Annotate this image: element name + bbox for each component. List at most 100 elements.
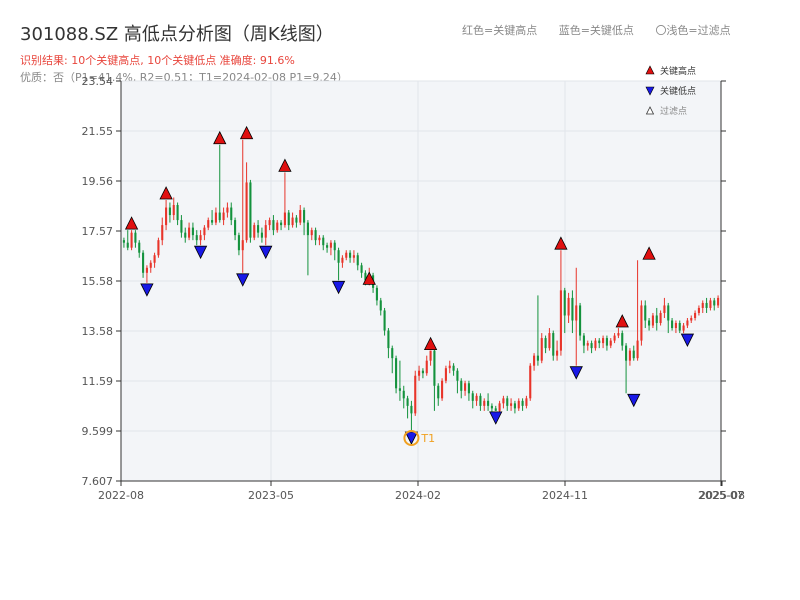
key-high-marker [213, 130, 227, 145]
candle-body [318, 237, 321, 241]
candle-body [582, 335, 585, 346]
candle-body [326, 245, 329, 248]
candle-body [529, 365, 532, 399]
candle-body [203, 227, 206, 236]
candle-body [575, 305, 578, 321]
candle-body [122, 240, 125, 243]
candle-body [214, 212, 217, 223]
candle-body [337, 250, 340, 263]
x-tick-label: 2022-08 [98, 489, 144, 502]
candle-body [602, 338, 605, 344]
candle-body [287, 212, 290, 226]
candle-body [207, 220, 210, 228]
key-high-marker [362, 271, 376, 285]
y-tick-label: 21.55 [82, 125, 114, 138]
candle-body [437, 385, 440, 399]
candle-body [126, 242, 129, 248]
candle-body [360, 265, 363, 273]
candle-body [490, 405, 493, 409]
candle-body [686, 320, 689, 326]
candle-body [429, 350, 432, 361]
candle-body [387, 330, 390, 349]
candle-body [717, 297, 720, 306]
candle-body [356, 255, 359, 266]
candle-body [341, 257, 344, 263]
candle-body [329, 242, 332, 248]
candle-body [218, 212, 221, 221]
pivot-markers: T1 [124, 125, 695, 446]
candle-body [483, 400, 486, 406]
candle-body [644, 305, 647, 321]
candle-body [571, 297, 574, 321]
y-tick-label: 17.57 [82, 225, 114, 238]
y-tick-label: 13.58 [82, 325, 114, 338]
candle-body [191, 227, 194, 236]
candle-body [452, 365, 455, 371]
x-tick-label: 2024-02 [395, 489, 441, 502]
candle-body [456, 370, 459, 381]
candle-body [579, 305, 582, 336]
candle-body [172, 205, 175, 216]
key-low-marker [627, 393, 641, 408]
candle-body [249, 182, 252, 238]
candle-body [701, 302, 704, 308]
candle-body [475, 395, 478, 401]
key-high-marker [423, 336, 438, 351]
candle-body [441, 380, 444, 399]
candle-body [176, 205, 179, 221]
candle-body [590, 343, 593, 349]
candle-body [211, 220, 214, 223]
y-tick-label: 15.58 [82, 275, 114, 288]
key-low-marker [569, 366, 583, 380]
candle-body [682, 325, 685, 331]
candle-body [536, 355, 539, 361]
candle-body [280, 222, 283, 226]
legend-red-label: 红色=关键高点 [462, 24, 538, 37]
candle-body [690, 317, 693, 321]
key-low-marker [236, 273, 250, 287]
key-low-marker [489, 411, 503, 425]
candle-body [234, 220, 237, 236]
candle-body [379, 300, 382, 311]
candle-body [142, 252, 145, 273]
x-tick-label: 2025-08 [699, 489, 745, 502]
y-tick-label: 9.599 [82, 425, 114, 438]
candle-body [188, 227, 191, 238]
candle-body [506, 398, 509, 406]
axes: 7.607 9.599 11.59 13.58 15.58 17.57 19.56 21.55… [82, 75, 745, 502]
candle-body [540, 338, 543, 361]
candle-body [245, 182, 248, 241]
candle-body [487, 400, 490, 406]
t1-ring [403, 429, 420, 446]
candle-body [276, 222, 279, 231]
candle-body [594, 340, 597, 349]
candle-body [184, 232, 187, 238]
candle-body [257, 225, 260, 233]
candle-body [697, 307, 700, 313]
candle-body [153, 255, 156, 263]
candle-body [145, 267, 148, 273]
legend-high-icon [645, 65, 655, 75]
candle-body [636, 340, 639, 359]
x-tick-label: 2024-11 [542, 489, 588, 502]
candle-body [559, 290, 562, 351]
candle-body [364, 272, 367, 281]
candle-body [157, 240, 160, 256]
candle-body [421, 370, 424, 374]
candle-body [479, 395, 482, 406]
t1-label: T1 [420, 432, 435, 445]
candle-body [448, 365, 451, 369]
candle-body [303, 210, 306, 223]
candle-body [521, 400, 524, 406]
candle-body [283, 212, 286, 226]
candle-body [195, 235, 198, 241]
y-tick-label: 7.607 [82, 475, 114, 488]
key-low-marker [259, 245, 273, 260]
legend-label: 过滤点 [660, 105, 687, 117]
candle-body [260, 232, 263, 238]
key-low-marker [680, 333, 695, 347]
candle-body [598, 340, 601, 344]
color-legend: 红色=关键高点 蓝色=关键低点 〇浅色=过滤点 [462, 22, 749, 38]
